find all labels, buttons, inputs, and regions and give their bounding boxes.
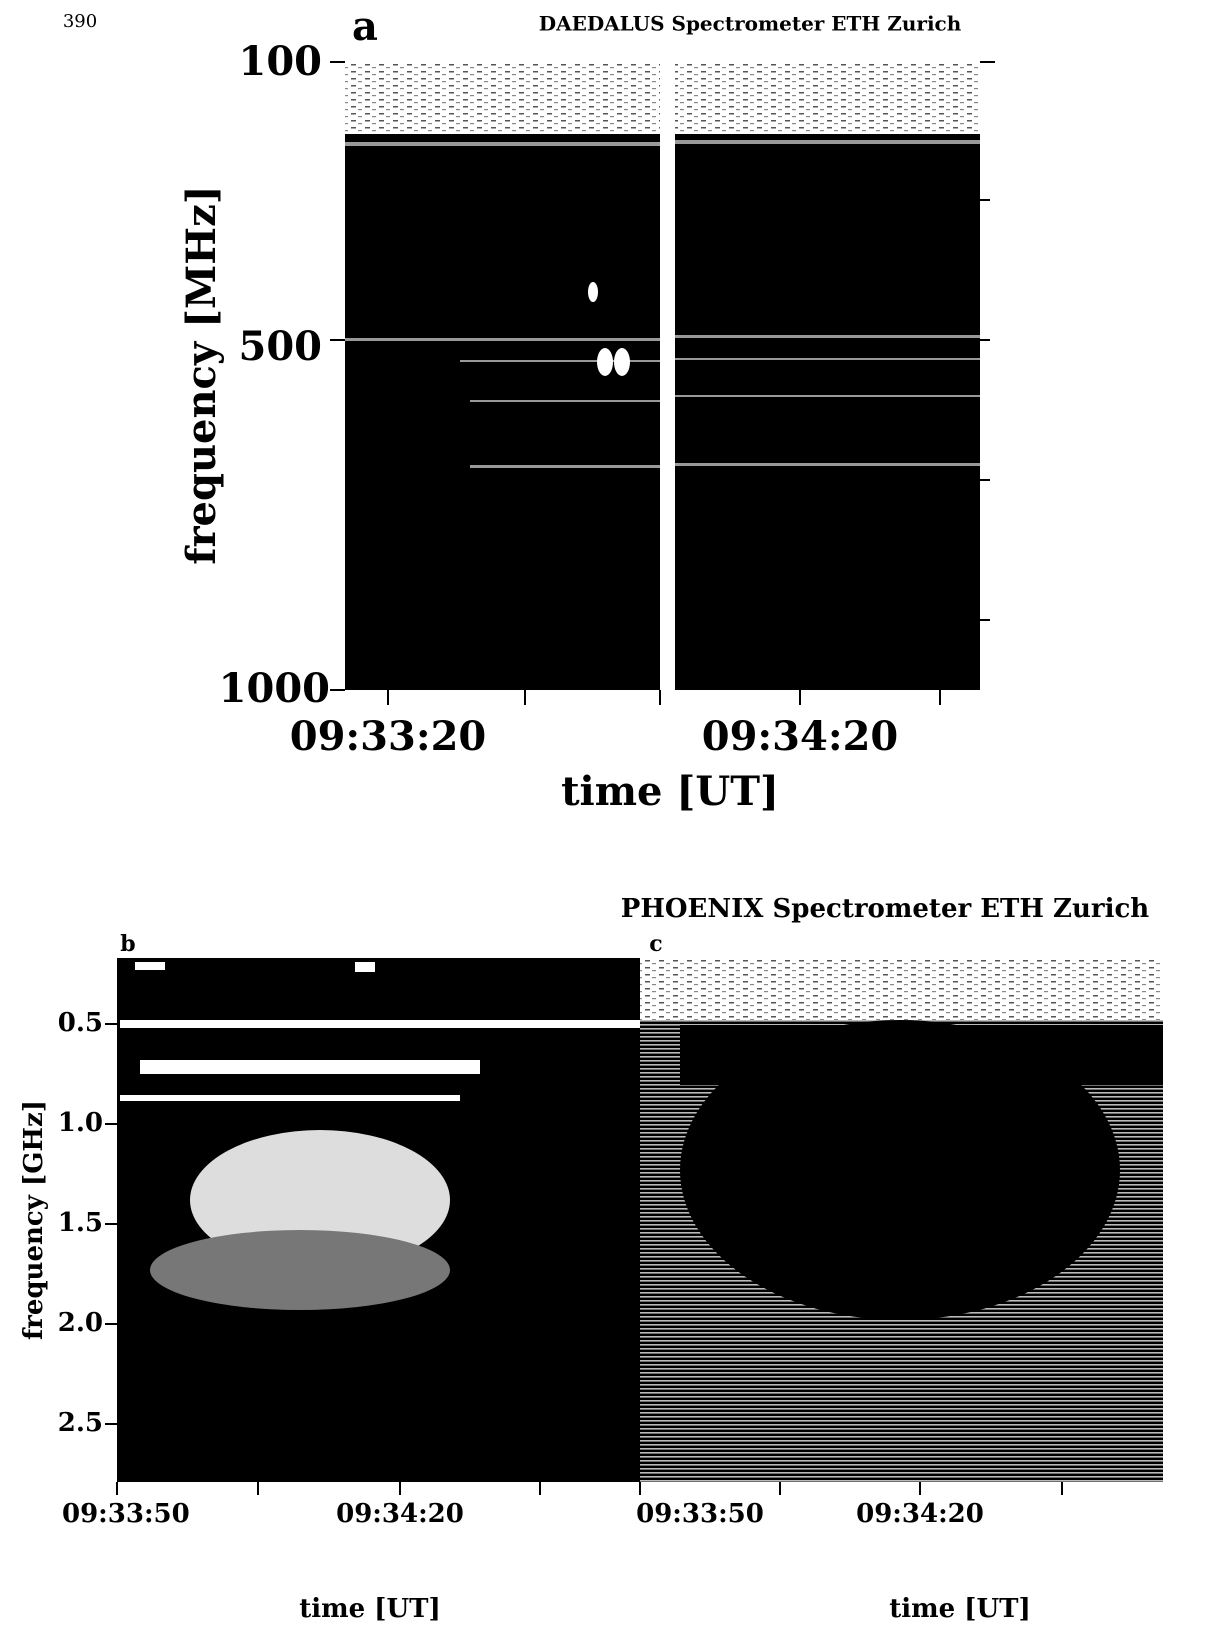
x-tick-label: 09:34:20: [856, 1499, 984, 1529]
spectrogram: [675, 62, 980, 690]
spectrogram: [345, 62, 660, 690]
y-tick-label: 2.0: [58, 1308, 103, 1338]
x-tick-label: 09:33:50: [62, 1499, 190, 1529]
y-tick-label: 100: [239, 38, 323, 85]
y-tick-label: 500: [239, 323, 323, 370]
panel-title: PHOENIX Spectrometer ETH Zurich: [621, 894, 1150, 924]
panel-label: b: [120, 931, 135, 957]
page-number: 390: [63, 11, 97, 32]
y-tick-label: 1.0: [58, 1108, 103, 1138]
y-tick-label: 2.5: [58, 1408, 103, 1438]
x-axis-label: time [UT]: [299, 1594, 441, 1624]
x-axis-label: time [UT]: [889, 1594, 1031, 1624]
panel-a: a DAEDALUS Spectrometer ETH Zurich 100 5…: [178, 3, 995, 815]
x-axis-label: time [UT]: [561, 768, 779, 815]
y-tick-label: 0.5: [58, 1008, 103, 1038]
panel-label: c: [649, 931, 662, 957]
y-axis-label: frequency [MHz]: [178, 185, 225, 564]
y-axis-label: frequency [GHz]: [19, 1100, 49, 1340]
x-tick-label: 09:34:20: [336, 1499, 464, 1529]
panel-bc: PHOENIX Spectrometer ETH Zurich b c 0.5 …: [19, 894, 1163, 1624]
x-tick-label: 09:33:50: [636, 1499, 764, 1529]
y-tick-label: 1.5: [58, 1208, 103, 1238]
y-tick-label: 1000: [219, 665, 330, 712]
panel-label: a: [352, 3, 378, 50]
x-tick-label: 09:33:20: [290, 713, 487, 760]
panel-title: DAEDALUS Spectrometer ETH Zurich: [539, 12, 962, 36]
x-tick-label: 09:34:20: [702, 713, 899, 760]
